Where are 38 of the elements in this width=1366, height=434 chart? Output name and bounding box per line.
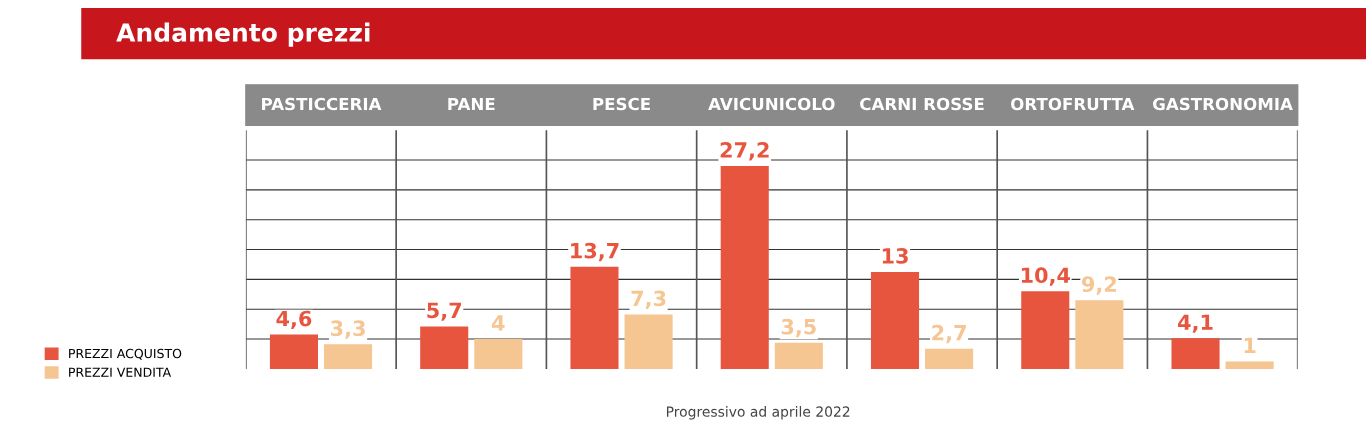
bar xyxy=(570,266,619,369)
bar xyxy=(420,326,469,369)
data-label: 3,5 xyxy=(781,318,816,338)
bar xyxy=(1075,300,1124,369)
data-label: 2,7 xyxy=(932,324,966,344)
chart-title: Andamento prezzi xyxy=(116,22,370,47)
bar xyxy=(624,314,673,369)
x-tick-label: PASTICCERIA xyxy=(262,97,382,111)
bar xyxy=(870,271,920,369)
data-label: 4,6 xyxy=(276,310,312,330)
data-label: 1 xyxy=(1244,337,1256,353)
data-label: 7,3 xyxy=(631,290,666,309)
data-label: 9,2 xyxy=(1081,276,1116,295)
legend-label: PREZZI ACQUISTO xyxy=(69,348,182,360)
text: Progressivo ad aprile 2022 xyxy=(666,406,850,420)
bar xyxy=(1225,361,1274,369)
x-tick-label: PANE xyxy=(448,97,495,111)
bar xyxy=(324,344,373,369)
bar xyxy=(1021,291,1070,369)
x-tick-label: PESCE xyxy=(593,97,650,111)
data-label: 3,3 xyxy=(331,320,365,339)
legend-label: PREZZI VENDITA xyxy=(69,367,172,377)
bar xyxy=(1171,338,1220,369)
data-label: 4 xyxy=(492,315,505,331)
data-label: 4,1 xyxy=(1178,314,1213,333)
x-tick-label: ORTOFRUTTA xyxy=(1011,97,1135,111)
x-tick-label: AVICUNICOLO xyxy=(708,97,835,111)
bar xyxy=(269,334,318,369)
data-label: 27,2 xyxy=(720,142,769,161)
bar xyxy=(474,339,523,369)
x-tick-label: CARNI ROSSE xyxy=(860,97,984,111)
data-label: 5,7 xyxy=(427,302,462,321)
x-tick-label: GASTRONOMIA xyxy=(1153,97,1293,111)
bar xyxy=(925,348,974,369)
bar xyxy=(720,166,769,369)
data-label: 13 xyxy=(882,247,908,264)
data-label: 10,4 xyxy=(1021,267,1071,286)
data-label: 13,7 xyxy=(571,242,619,262)
